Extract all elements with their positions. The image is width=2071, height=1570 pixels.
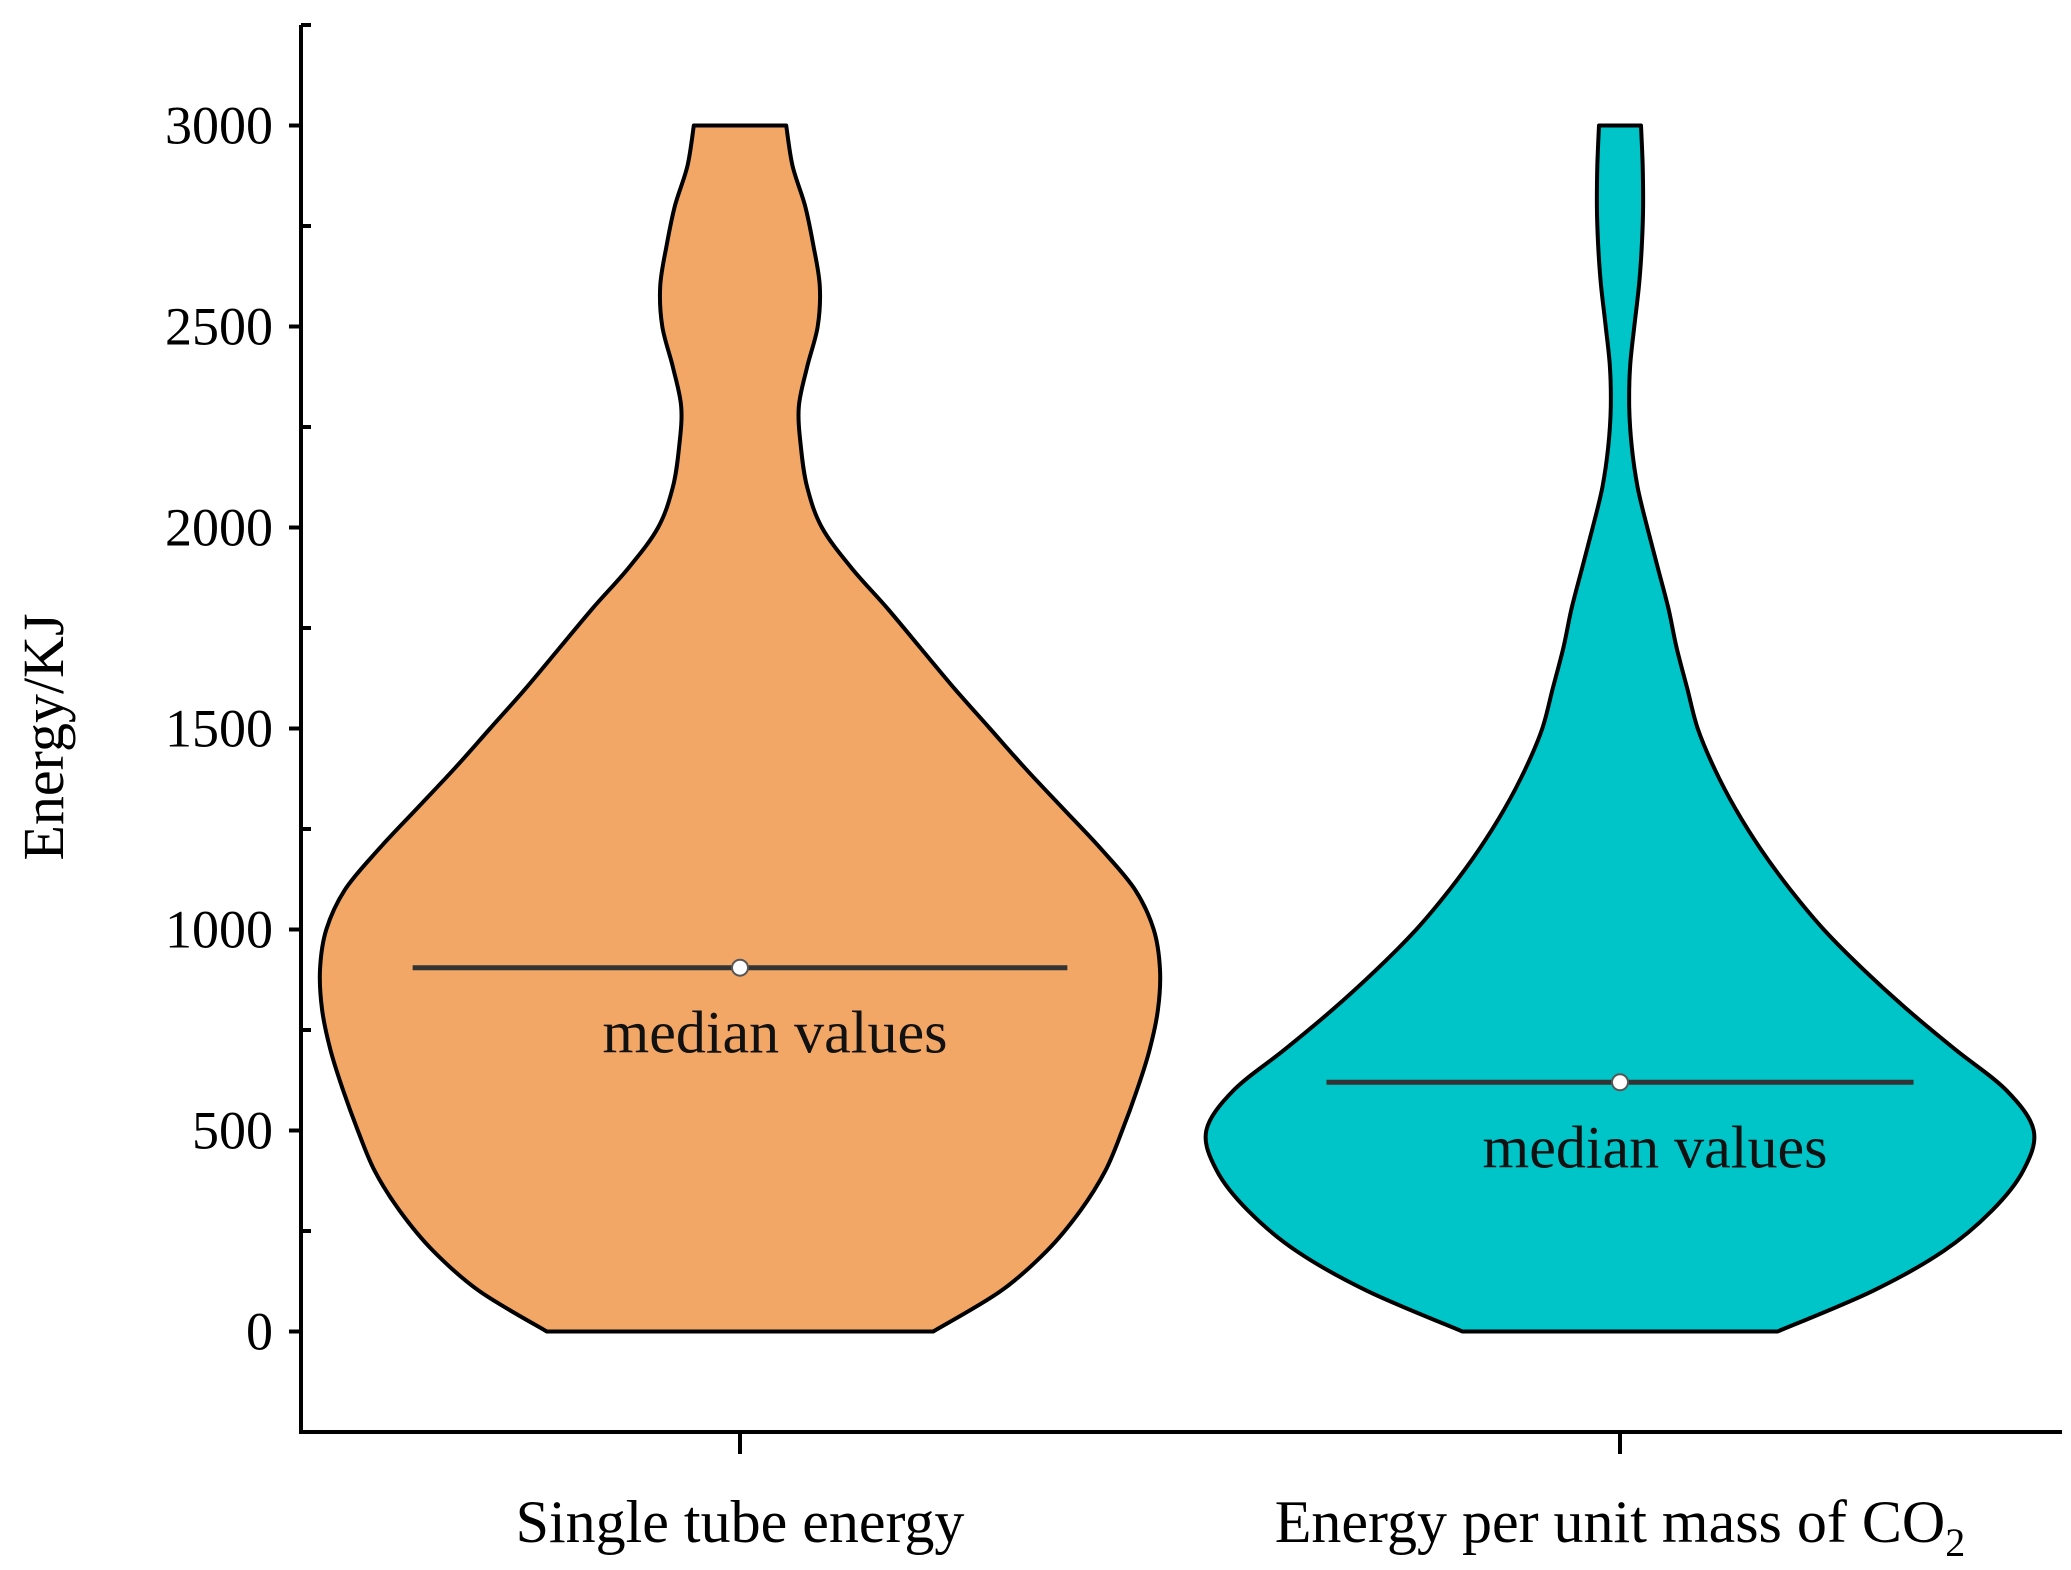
median-annotation-1: median values [603,1000,948,1066]
violin-layer [317,123,2037,1334]
median-annotation-2: median values [1483,1114,1828,1180]
y-tick-label: 2000 [165,498,273,558]
y-tick-label: 3000 [165,96,273,156]
violin-1 [317,123,1163,1334]
x-ticks: Single tube energy Energy per unit mass o… [516,1432,1965,1565]
x-tick-label-2: Energy per unit mass of CO2 [1275,1489,1965,1565]
median-point-1 [731,958,749,977]
violin-2 [1203,123,2037,1334]
median-point-2 [1611,1073,1629,1092]
y-axis-title: Energy/KJ [11,613,76,860]
x-tick-label-1: Single tube energy [516,1489,965,1555]
y-tick-label: 500 [192,1101,273,1161]
median-layer: median values median values [412,958,1914,1180]
y-tick-label: 0 [246,1302,273,1362]
y-tick-label: 1000 [165,900,273,960]
y-tick-label: 2500 [165,297,273,357]
y-ticks: 0 500 1000 1500 2000 2500 3000 [165,23,311,1434]
x-tick-label-subscript: 2 [1945,1520,1965,1565]
y-tick-label: 1500 [165,699,273,759]
